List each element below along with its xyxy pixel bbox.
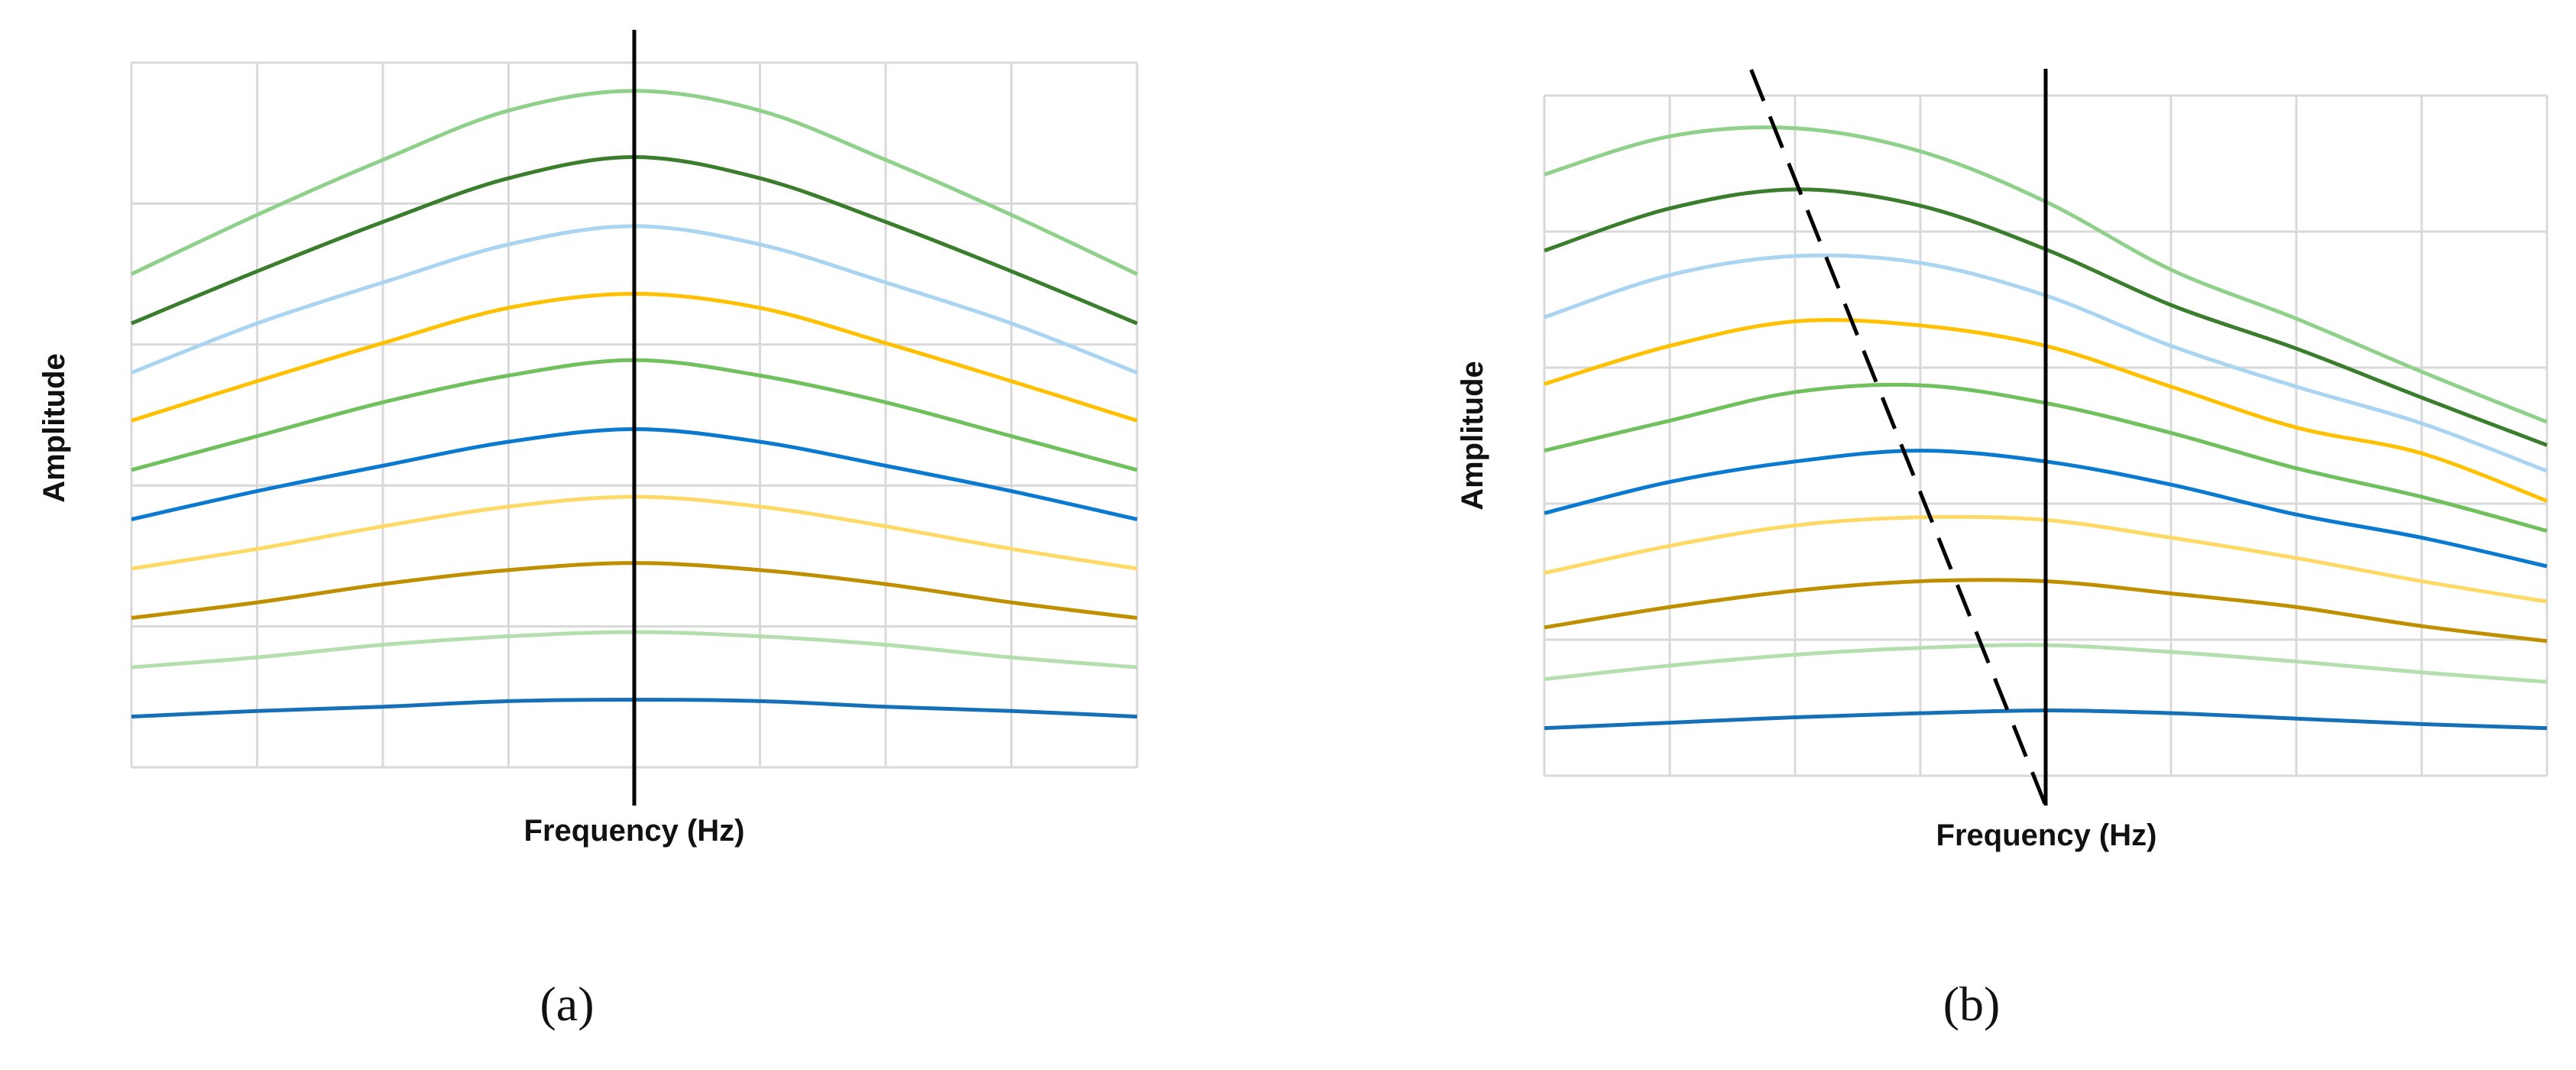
reference-lines-b [1749, 69, 2048, 807]
reference-line-dashed [1749, 69, 2048, 807]
y-axis-label-b: Amplitude [1456, 361, 1489, 511]
panel-label-b: (b) [1943, 977, 2001, 1031]
x-axis-label-b: Frequency (Hz) [1936, 819, 2157, 852]
chart-panel-b: Frequency (Hz) Amplitude (b) [1456, 69, 2548, 1031]
chart-panel-a: Frequency (Hz) Amplitude (a) [37, 30, 1139, 1031]
x-axis-label-a: Frequency (Hz) [524, 814, 745, 848]
panel-label-a: (a) [540, 977, 594, 1031]
y-axis-label-a: Amplitude [37, 353, 71, 503]
